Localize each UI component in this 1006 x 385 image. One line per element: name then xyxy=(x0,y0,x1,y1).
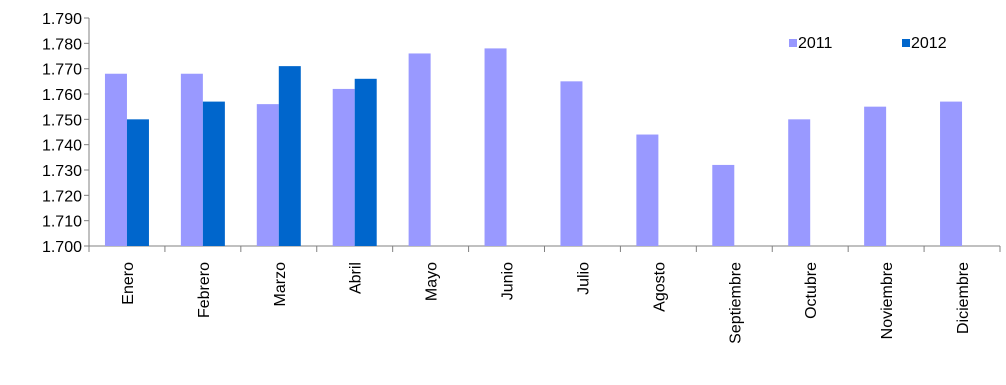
bar-2011-mayo xyxy=(408,53,431,246)
x-category-label: Septiembre xyxy=(727,262,744,344)
y-tick-label: 1.730 xyxy=(42,163,82,180)
y-tick-label: 1.710 xyxy=(42,214,82,231)
y-tick-label: 1.740 xyxy=(42,138,82,155)
bar-2011-febrero xyxy=(180,73,203,246)
bar-2011-noviembre xyxy=(864,106,887,247)
x-category-label: Marzo xyxy=(272,262,289,307)
bar-2012-enero xyxy=(126,119,149,246)
x-category-label: Octubre xyxy=(803,262,820,319)
legend: 2011 2012 xyxy=(789,35,947,52)
bar-2012-abril xyxy=(354,78,377,246)
x-category-label: Mayo xyxy=(424,262,441,301)
x-category-label: Diciembre xyxy=(955,262,972,334)
bar-2011-junio xyxy=(484,48,507,247)
y-tick-label: 1.720 xyxy=(42,188,82,205)
y-tick-label: 1.790 xyxy=(42,11,82,28)
bar-2011-abril xyxy=(332,88,355,246)
y-tick-label: 1.750 xyxy=(42,112,82,129)
legend-swatch-2012 xyxy=(902,39,910,47)
bar-2011-julio xyxy=(560,81,583,246)
y-tick-label: 1.780 xyxy=(42,36,82,53)
y-tick-label: 1.770 xyxy=(42,62,82,79)
bar-2011-enero xyxy=(104,73,127,246)
bar-2011-marzo xyxy=(256,104,279,246)
x-category-label: Abril xyxy=(348,262,365,294)
legend-label-2012: 2012 xyxy=(911,35,947,52)
y-tick-label: 1.700 xyxy=(42,239,82,256)
bar-2012-febrero xyxy=(202,101,225,246)
legend-label-2011: 2011 xyxy=(798,35,833,52)
bars xyxy=(104,48,963,247)
y-tick-label: 1.760 xyxy=(42,87,82,104)
legend-swatch-2011 xyxy=(789,39,797,47)
x-category-label: Enero xyxy=(120,262,137,305)
x-category-label: Febrero xyxy=(196,262,213,318)
bar-2011-octubre xyxy=(788,119,811,246)
x-category-label: Noviembre xyxy=(879,262,896,339)
bar-2011-septiembre xyxy=(712,164,735,246)
bar-2011-diciembre xyxy=(940,101,963,246)
bar-2011-agosto xyxy=(636,134,659,246)
x-category-label: Junio xyxy=(500,262,517,300)
x-category-label: Julio xyxy=(575,262,592,295)
x-axis: Enero Febrero Marzo Abril Mayo Junio Julio Agos… xyxy=(88,245,1001,344)
bar-2012-marzo xyxy=(278,66,301,246)
y-axis: 1.700 1.710 1.720 1.730 1.740 1.750 1.760 1.770… xyxy=(42,11,90,256)
x-category-label: Agosto xyxy=(651,262,668,312)
